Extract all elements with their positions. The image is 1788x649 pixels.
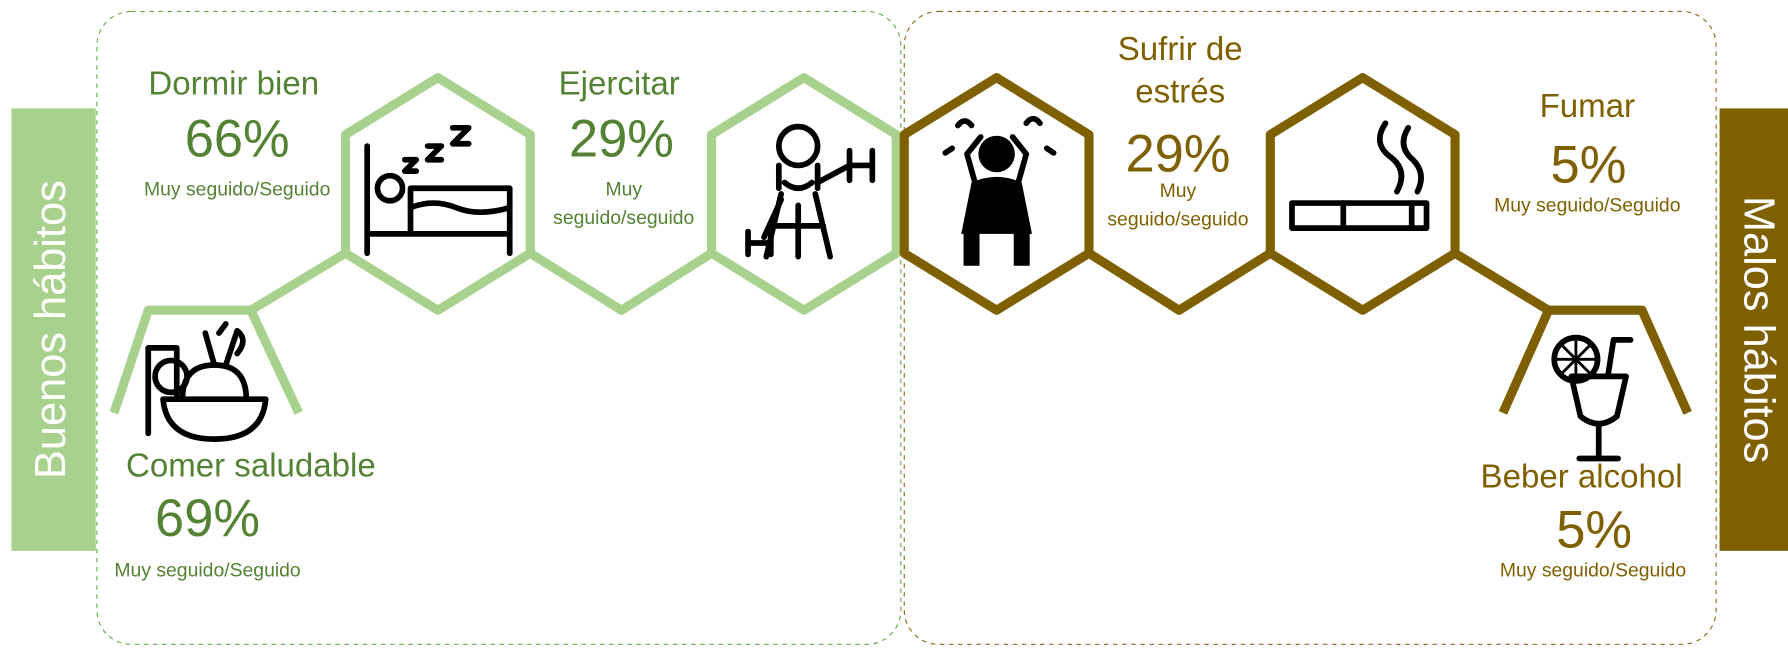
habit-name: Dormir bien <box>148 65 319 102</box>
habit-name: Beber alcohol <box>1481 459 1683 496</box>
good-frame <box>96 10 902 645</box>
habit-percent: 69% <box>155 490 260 548</box>
habit-note: Muy seguido/Seguido <box>1500 560 1686 582</box>
habit-percent: 29% <box>1125 125 1230 183</box>
habit-note: Muy <box>605 179 642 201</box>
exercise-icon <box>745 123 876 260</box>
cocktail-icon <box>1551 334 1634 462</box>
bad-band <box>1719 108 1788 551</box>
habit-note: Muy seguido/Seguido <box>144 179 330 201</box>
bed-icon <box>364 124 513 257</box>
habit-name: Sufrir de <box>1118 31 1243 68</box>
habit-note: seguido/seguido <box>553 207 694 229</box>
habit-note: Muy seguido/Seguido <box>114 560 300 582</box>
habit-note: Muy seguido/Seguido <box>1494 195 1680 217</box>
bad-chain <box>899 73 1692 415</box>
good-band <box>11 108 96 551</box>
bad-frame <box>903 10 1717 645</box>
habit-name: Comer saludable <box>126 447 376 484</box>
good-chain <box>109 73 901 415</box>
habit-name: estrés <box>1135 73 1225 110</box>
habit-percent: 5% <box>1551 137 1627 195</box>
habit-name: Fumar <box>1540 88 1635 125</box>
habit-percent: 29% <box>569 110 674 168</box>
cigarette-icon <box>1289 120 1430 231</box>
habit-percent: 66% <box>185 110 290 168</box>
habit-note: Muy <box>1160 180 1197 202</box>
habit-note: seguido/seguido <box>1107 208 1248 230</box>
food-icon <box>145 321 269 442</box>
habit-percent: 5% <box>1556 502 1632 560</box>
side-label: Malos hábitos <box>1735 196 1783 463</box>
habit-name: Ejercitar <box>559 65 680 102</box>
side-label: Buenos hábitos <box>27 180 75 479</box>
stress-icon <box>942 115 1057 266</box>
